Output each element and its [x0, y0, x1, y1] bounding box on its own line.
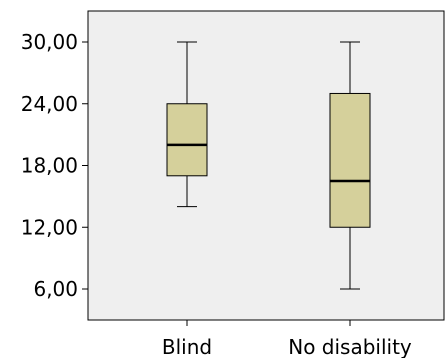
- y-tick-label: 30,00: [21, 30, 78, 54]
- y-axis: 6,00 12,00 18,00 24,00 30,00: [21, 30, 88, 301]
- iqr-box: [329, 92, 371, 228]
- x-category-label: No disability: [288, 335, 412, 358]
- box-blind: [166, 41, 208, 208]
- x-category-label: Blind: [162, 335, 212, 358]
- y-tick-label: 6,00: [33, 277, 78, 301]
- box-no-disability: [329, 41, 371, 290]
- boxes-group: [166, 41, 371, 290]
- y-tick-label: 12,00: [21, 215, 78, 239]
- y-tick-label: 24,00: [21, 92, 78, 116]
- iqr-box: [166, 103, 208, 177]
- y-tick-label: 18,00: [21, 154, 78, 178]
- x-axis: Blind No disability: [162, 320, 412, 358]
- plot-area: [87, 10, 445, 321]
